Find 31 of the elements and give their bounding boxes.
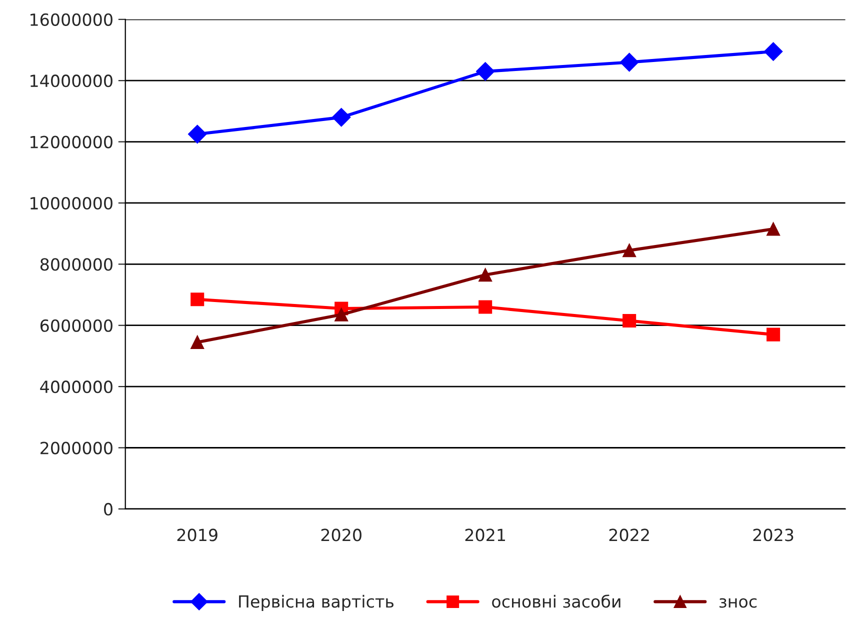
point [622,314,636,328]
point [764,42,783,61]
point [476,62,495,81]
x-tick-label: 2021 [465,528,505,542]
point [766,328,780,342]
y-tick-label: 0 [104,502,112,516]
legend-label: знос [720,598,757,608]
x-tick-label: 2019 [177,528,218,542]
point [620,52,639,72]
y-tick-label: 10000000 [30,196,112,210]
point [478,268,492,282]
point [334,308,348,322]
legend-label: основні засоби [492,594,620,608]
point [622,244,636,258]
y-tick-label: 2000000 [40,442,112,454]
x-tick-label: 2020 [321,528,362,542]
x-tick-label: 2022 [609,528,649,542]
y-tick-label: 8000000 [40,258,112,271]
y-tick-label: 6000000 [40,319,112,332]
x-tick-label: 2023 [753,528,794,542]
point [190,335,204,349]
y-tick-label: 4000000 [40,380,112,394]
point [188,124,207,144]
point [332,108,351,127]
y-tick-label: 12000000 [30,136,112,148]
point [190,292,204,306]
y-tick-label: 16000000 [30,13,112,26]
y-tick-label: 14000000 [30,74,112,88]
legend-label: Первісна вартість [239,594,394,611]
point [478,300,492,314]
point [766,222,780,236]
